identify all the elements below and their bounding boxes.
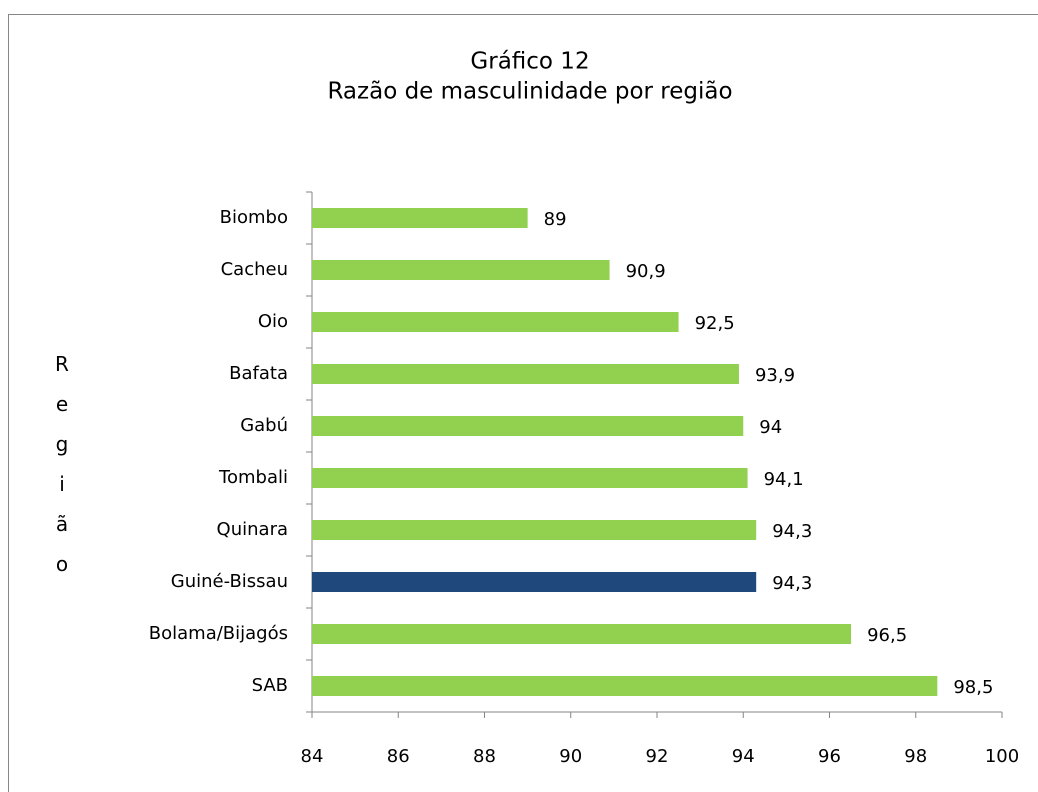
data-label: 94,3 [772, 521, 812, 542]
y-tick-label: Bolama/Bijagós [149, 623, 288, 644]
data-label: 94,1 [764, 469, 804, 490]
y-tick-label: Tombali [218, 467, 288, 488]
y-tick-label: Oio [258, 311, 288, 332]
bar [312, 520, 757, 540]
y-tick-label: SAB [252, 675, 288, 696]
x-tick-label: 94 [732, 746, 755, 767]
y-tick-label: Cacheu [221, 259, 288, 280]
bar [312, 208, 528, 228]
data-label: 94 [759, 417, 782, 438]
bar [312, 624, 852, 644]
bar [312, 416, 744, 436]
bar [312, 676, 938, 696]
data-label: 98,5 [953, 677, 993, 698]
x-tick-label: 92 [646, 746, 669, 767]
x-tick-label: 98 [904, 746, 927, 767]
x-tick-label: 88 [473, 746, 496, 767]
y-tick-label: Gabú [240, 415, 288, 436]
data-label: 96,5 [867, 625, 907, 646]
bar [312, 312, 679, 332]
x-tick-label: 90 [559, 746, 582, 767]
y-tick-label: Biombo [220, 207, 288, 228]
chart-title: Gráfico 12 [470, 49, 589, 75]
bar [312, 260, 610, 280]
bar [312, 468, 748, 488]
data-label: 89 [544, 209, 567, 230]
data-label: 94,3 [772, 573, 812, 594]
chart-subtitle: Razão de masculinidade por região [327, 79, 732, 105]
x-tick-label: 84 [301, 746, 324, 767]
y-axis-label: Região [50, 352, 74, 592]
y-tick-label: Bafata [229, 363, 288, 384]
y-tick-label: Quinara [217, 519, 288, 540]
y-tick-label: Guiné-Bissau [171, 571, 288, 592]
x-tick-label: 86 [387, 746, 410, 767]
x-tick-label: 100 [985, 746, 1019, 767]
x-tick-label: 96 [818, 746, 841, 767]
bar [312, 572, 757, 592]
data-label: 92,5 [695, 313, 735, 334]
data-label: 93,9 [755, 365, 795, 386]
bar [312, 364, 739, 384]
data-label: 90,9 [626, 261, 666, 282]
chart-frame [8, 14, 1038, 792]
